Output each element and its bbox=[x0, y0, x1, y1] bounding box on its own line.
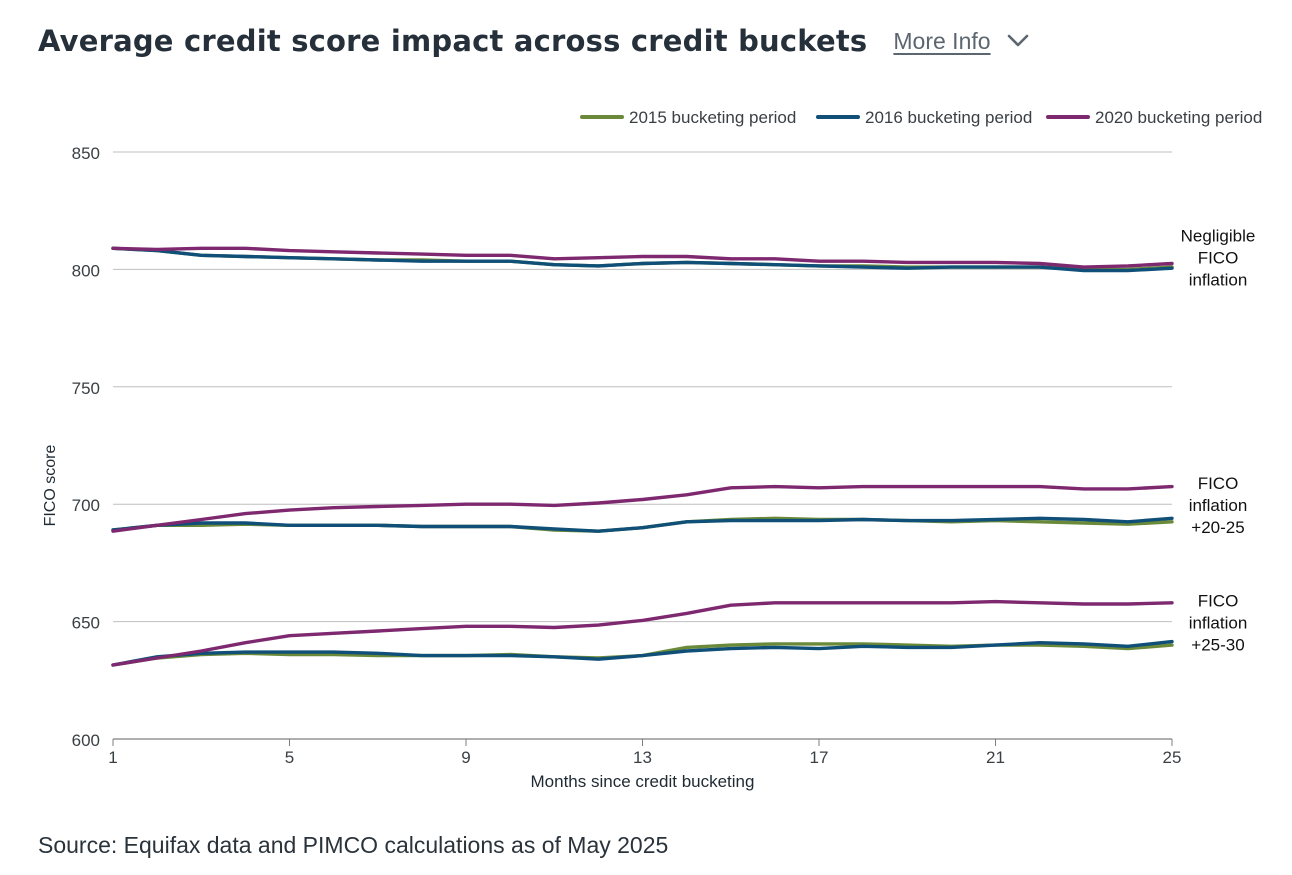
chart-area: 600 650 700 750 800 850 1 5 9 13 17 21 25 Months sinc… bbox=[0, 90, 1292, 810]
x-axis-label: Months since credit bucketing bbox=[531, 772, 755, 791]
legend-label: 2016 bucketing period bbox=[865, 108, 1032, 127]
page-title: Average credit score impact across credi… bbox=[38, 24, 868, 58]
annotation-text: inflation bbox=[1189, 270, 1248, 289]
annotation-text: FICO bbox=[1198, 248, 1239, 267]
x-tick-label: 9 bbox=[461, 748, 470, 767]
y-tick-label: 750 bbox=[72, 379, 100, 398]
more-info-toggle[interactable]: More Info bbox=[893, 28, 1028, 55]
y-tick-label: 600 bbox=[72, 731, 100, 750]
source-note: Source: Equifax data and PIMCO calculati… bbox=[38, 832, 669, 858]
series-line-2020-low bbox=[111, 599, 1174, 667]
y-tick-label: 800 bbox=[72, 261, 100, 280]
line-chart: 600 650 700 750 800 850 1 5 9 13 17 21 25 Months sinc… bbox=[42, 108, 1262, 791]
y-axis-label: FICO score bbox=[42, 445, 59, 527]
chevron-down-icon[interactable] bbox=[1007, 34, 1029, 48]
series-line-2016-low bbox=[111, 639, 1174, 667]
series-line-2020-high bbox=[111, 246, 1174, 269]
annotation-text: inflation bbox=[1189, 496, 1248, 515]
y-tick-label: 850 bbox=[72, 144, 100, 163]
x-tick-label: 5 bbox=[285, 748, 294, 767]
series-line-2016-high bbox=[111, 246, 1174, 273]
y-tick-label: 650 bbox=[72, 614, 100, 633]
annotation-text: Negligible bbox=[1181, 226, 1256, 245]
x-tick-label: 21 bbox=[986, 748, 1005, 767]
x-tick-label: 25 bbox=[1163, 748, 1182, 767]
annotation-text: +20-25 bbox=[1191, 518, 1244, 537]
annotation-text: FICO bbox=[1198, 592, 1239, 611]
annotation-text: FICO bbox=[1198, 474, 1239, 493]
series-line-2016-mid bbox=[111, 516, 1174, 533]
legend-label: 2015 bucketing period bbox=[629, 108, 796, 127]
legend-label: 2020 bucketing period bbox=[1095, 108, 1262, 127]
x-tick-label: 1 bbox=[108, 748, 117, 767]
annotation-text: +25-30 bbox=[1191, 636, 1244, 655]
y-tick-label: 700 bbox=[72, 496, 100, 515]
series-line-2020-mid bbox=[111, 484, 1174, 533]
x-tick-label: 13 bbox=[633, 748, 652, 767]
more-info-link[interactable]: More Info bbox=[893, 27, 991, 54]
annotation-text: inflation bbox=[1189, 614, 1248, 633]
chart-header: Average credit score impact across credi… bbox=[38, 24, 1029, 58]
x-tick-label: 17 bbox=[810, 748, 829, 767]
